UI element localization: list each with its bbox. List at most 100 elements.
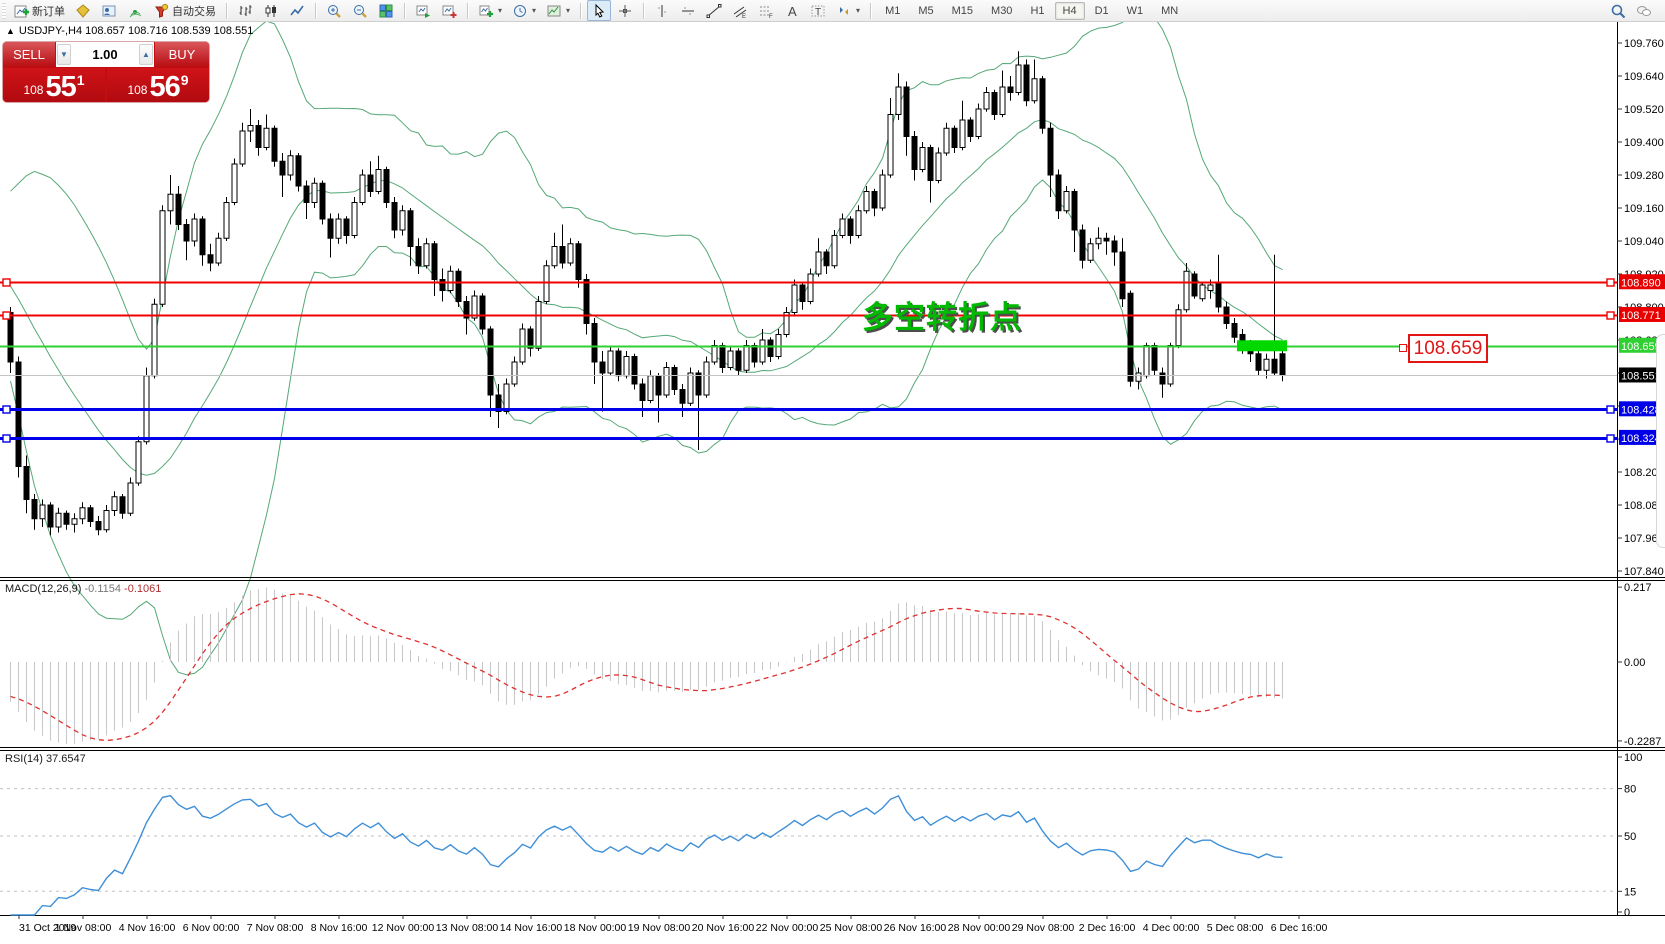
equidistant-channel-button[interactable]: E xyxy=(728,0,752,21)
search-button[interactable] xyxy=(1606,0,1630,21)
auto-trading-button[interactable]: 自动交易 xyxy=(149,0,220,21)
timeframe-h4-button[interactable]: H4 xyxy=(1054,1,1085,20)
line-chart-button[interactable] xyxy=(285,0,309,21)
candle xyxy=(279,160,286,176)
price-badge-108.428: 108.428 xyxy=(1619,401,1665,417)
timeframe-m5-button[interactable]: M5 xyxy=(918,4,934,17)
vertical-line-button[interactable] xyxy=(650,0,674,21)
candle xyxy=(15,361,22,467)
toolbar-grip[interactable] xyxy=(2,2,6,19)
buy-button[interactable]: BUY xyxy=(155,42,209,67)
text-button[interactable]: A xyxy=(780,0,804,21)
hline-handle[interactable] xyxy=(2,405,11,414)
profiles-button[interactable]: ▾ xyxy=(474,0,506,21)
buy-price-button[interactable]: 108 56 9 xyxy=(107,68,209,102)
fibonacci-button[interactable]: F xyxy=(754,0,778,21)
bar-chart-button[interactable] xyxy=(233,0,257,21)
hline-handle[interactable] xyxy=(1606,405,1615,414)
candle xyxy=(287,155,294,176)
macd-axis-label: -0.2287 xyxy=(1624,736,1661,748)
candle xyxy=(743,345,750,371)
side-panel-tab[interactable] xyxy=(1656,334,1665,548)
sell-price-button[interactable]: 108 55 1 xyxy=(3,68,105,102)
candle xyxy=(1191,273,1198,297)
timeframe-m15-button[interactable]: M15 xyxy=(951,4,974,17)
crosshair-button[interactable] xyxy=(613,0,637,21)
chart-forward-button[interactable] xyxy=(411,0,435,21)
chat-button[interactable] xyxy=(1632,0,1656,21)
trendline-button[interactable] xyxy=(702,0,726,21)
rsi-axis-label: 15 xyxy=(1624,886,1636,898)
candle xyxy=(455,270,462,302)
hline-handle[interactable] xyxy=(1606,311,1615,320)
chart-add-button[interactable] xyxy=(437,0,461,21)
candle xyxy=(183,224,190,242)
dropdown-arrow-icon[interactable]: ▾ xyxy=(856,6,861,15)
new-order-button[interactable]: 新订单 xyxy=(9,0,69,21)
volume-down-arrow[interactable]: ▼ xyxy=(57,44,71,65)
candle xyxy=(167,193,174,212)
market-watch-button[interactable] xyxy=(97,0,121,21)
candle xyxy=(63,512,70,525)
zoom-in-icon xyxy=(328,4,341,18)
macd-histogram xyxy=(10,587,1283,744)
time-axis-label: 22 Nov 00:00 xyxy=(756,922,819,934)
candle xyxy=(879,174,886,209)
history-center-button[interactable] xyxy=(71,0,95,21)
toolbar-separator xyxy=(643,2,646,19)
chart-annotation-text[interactable]: 多空转折点 xyxy=(862,300,1022,335)
rsi-pane-label: RSI(14) 37.6547 xyxy=(5,753,86,765)
dropdown-arrow-icon[interactable]: ▾ xyxy=(532,6,537,15)
candles xyxy=(7,51,1286,536)
template-button[interactable]: ▾ xyxy=(542,0,574,21)
candle xyxy=(95,521,102,531)
candle xyxy=(247,125,254,132)
cursor-button[interactable] xyxy=(587,0,612,21)
period-button[interactable]: ▾ xyxy=(508,0,540,21)
price-axis-label: 107.960 xyxy=(1624,533,1664,545)
horizontal-line-button[interactable] xyxy=(676,0,700,21)
price-tag-handle[interactable] xyxy=(1399,344,1407,352)
volume-up-arrow[interactable]: ▲ xyxy=(139,44,153,65)
rsi-axis-label: 0 xyxy=(1624,907,1630,919)
dropdown-arrow-icon[interactable]: ▾ xyxy=(498,6,503,15)
panel-collapse-arrow[interactable]: ▲ xyxy=(6,26,15,36)
timeframe-m1-button[interactable]: M1 xyxy=(885,4,901,17)
toolbar-separator xyxy=(580,2,583,19)
hline-handle[interactable] xyxy=(1606,278,1615,287)
candle xyxy=(911,136,918,170)
zoom-out-button[interactable] xyxy=(348,0,372,21)
candle xyxy=(255,125,262,148)
macd-main-value: -0.1154 xyxy=(84,583,121,595)
candle xyxy=(1079,229,1086,261)
candle xyxy=(391,202,398,231)
candle-chart-button[interactable] xyxy=(259,0,283,21)
timeframe-h1-button[interactable]: H1 xyxy=(1030,4,1045,17)
hline-handle[interactable] xyxy=(2,278,11,287)
volume-value[interactable]: 1.00 xyxy=(92,47,118,62)
text-label-button[interactable]: T xyxy=(806,0,830,21)
tile-windows-button[interactable] xyxy=(374,0,398,21)
candle xyxy=(1063,191,1070,212)
candle xyxy=(687,372,694,404)
timeframe-mn-button[interactable]: MN xyxy=(1161,4,1179,17)
zoom-in-button[interactable] xyxy=(322,0,346,21)
highlight-segment[interactable] xyxy=(1237,340,1287,352)
timeframe-m30-button[interactable]: M30 xyxy=(991,4,1013,17)
sell-button[interactable]: SELL xyxy=(3,42,55,67)
time-axis-label: 18 Nov 00:00 xyxy=(564,922,627,934)
timeframe-w1-button[interactable]: W1 xyxy=(1126,4,1144,17)
hline-handle[interactable] xyxy=(1606,434,1615,443)
one-click-trade-panel: SELL ▼ 1.00 ▲ BUY 108 55 1 108 56 9 xyxy=(3,42,209,102)
rsi-axis-label: 80 xyxy=(1624,784,1636,796)
dropdown-arrow-icon[interactable]: ▾ xyxy=(566,6,571,15)
hline-handle[interactable] xyxy=(2,434,11,443)
price-tag-label[interactable]: 108.659 xyxy=(1408,334,1488,363)
timeframe-d1-button[interactable]: D1 xyxy=(1094,4,1109,17)
chart-add-icon xyxy=(442,5,457,18)
arrows-button[interactable]: ▾ xyxy=(832,0,864,21)
signals-button[interactable] xyxy=(123,0,147,21)
rsi-line xyxy=(10,794,1283,916)
hline-handle[interactable] xyxy=(2,311,11,320)
